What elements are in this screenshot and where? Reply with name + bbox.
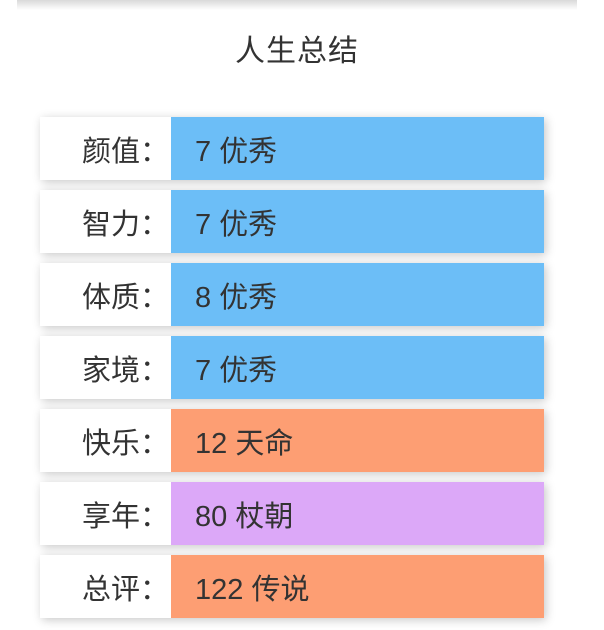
summary-row: 快乐： 12 天命: [40, 409, 544, 472]
summary-row: 智力： 7 优秀: [40, 190, 544, 253]
summary-row: 体质： 8 优秀: [40, 263, 544, 326]
stat-label: 智力：: [40, 190, 171, 253]
stat-value: 122 传说: [195, 573, 310, 606]
summary-row: 享年： 80 杖朝: [40, 482, 544, 545]
stat-bar: 7 优秀: [171, 117, 544, 180]
stat-value: 7 优秀: [195, 135, 278, 168]
stat-label: 快乐：: [40, 409, 171, 472]
stat-label: 家境：: [40, 336, 171, 399]
summary-row: 总评： 122 传说: [40, 555, 544, 618]
stat-bar: 7 优秀: [171, 336, 544, 399]
stat-bar: 122 传说: [171, 555, 544, 618]
stat-bar: 8 优秀: [171, 263, 544, 326]
stat-value: 80 杖朝: [195, 500, 294, 533]
stat-label: 享年：: [40, 482, 171, 545]
stat-label: 颜值：: [40, 117, 171, 180]
summary-list: 颜值： 7 优秀 智力： 7 优秀 体质： 8 优秀 家境： 7 优秀 快乐： …: [40, 117, 544, 618]
stat-value: 12 天命: [195, 427, 294, 460]
stat-value: 8 优秀: [195, 281, 278, 314]
header-bottom-shadow: [17, 0, 577, 10]
stat-bar: 12 天命: [171, 409, 544, 472]
stat-value: 7 优秀: [195, 354, 278, 387]
stat-label: 体质：: [40, 263, 171, 326]
page-title: 人生总结: [235, 35, 359, 68]
stat-bar: 7 优秀: [171, 190, 544, 253]
stat-bar: 80 杖朝: [171, 482, 544, 545]
summary-row: 颜值： 7 优秀: [40, 117, 544, 180]
stat-value: 7 优秀: [195, 208, 278, 241]
summary-row: 家境： 7 优秀: [40, 336, 544, 399]
stat-label: 总评：: [40, 555, 171, 618]
